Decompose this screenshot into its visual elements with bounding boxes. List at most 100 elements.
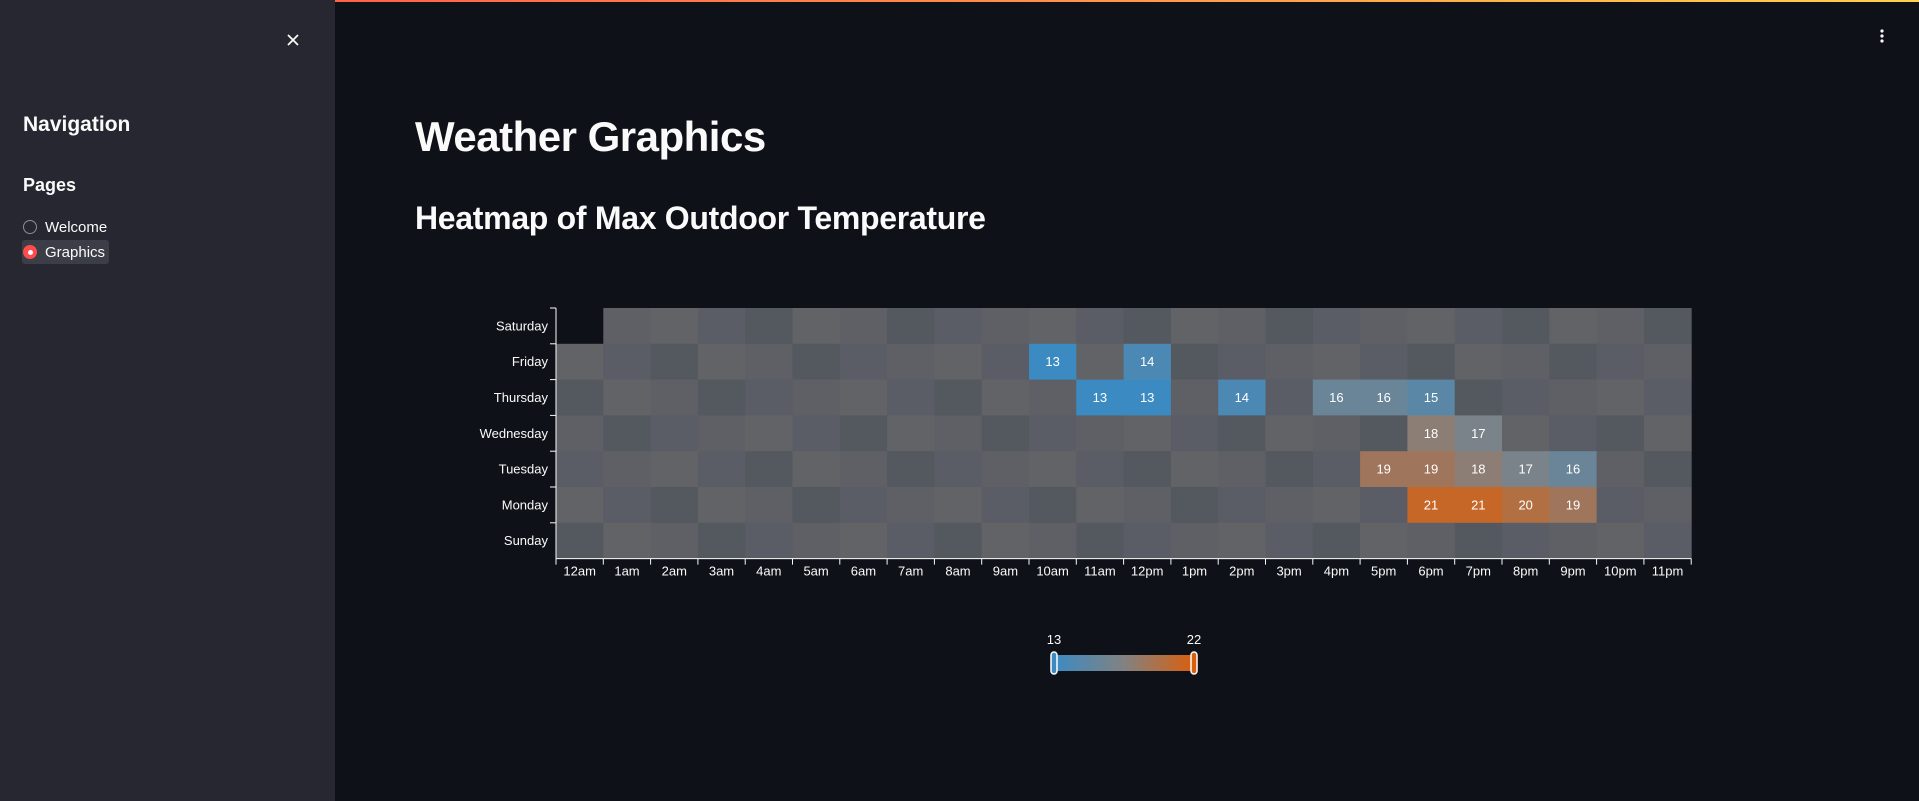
heatmap-cell: [934, 415, 983, 452]
y-tick-label: Thursday: [494, 390, 549, 405]
heatmap-cell: [887, 451, 935, 488]
close-sidebar-button[interactable]: [279, 26, 307, 54]
x-tick-label: 1pm: [1182, 564, 1207, 579]
more-vertical-icon: [1880, 29, 1884, 43]
heatmap-cell: [1502, 451, 1550, 488]
color-legend: 13 22: [1047, 632, 1201, 675]
x-tick-label: 7pm: [1466, 564, 1491, 579]
heatmap-cell: [1029, 379, 1077, 416]
heatmap-cell: [1312, 343, 1361, 381]
heatmap-cell: [1123, 522, 1172, 560]
x-tick-label: 9pm: [1560, 564, 1585, 579]
heatmap-cell: [792, 308, 841, 345]
heatmap-cell: [1407, 487, 1456, 524]
heatmap-cell-label: 19: [1376, 462, 1390, 477]
heatmap-cell: [1076, 379, 1125, 416]
heatmap-cell: [1502, 379, 1550, 416]
heatmap-cell: [556, 522, 604, 560]
pages-label: Pages: [23, 175, 77, 195]
heatmap-cell: [556, 451, 604, 488]
heatmap-cell: [1076, 308, 1125, 345]
heatmap-cell: [1029, 522, 1077, 560]
heatmap-cell: [1265, 415, 1314, 452]
heatmap-cell: [650, 415, 699, 452]
heatmap-cell: [934, 487, 983, 524]
heatmap-cell: [745, 415, 793, 452]
heatmap-cell: [556, 308, 604, 345]
heatmap-cell: [934, 451, 983, 488]
y-tick-label: Wednesday: [480, 426, 549, 441]
heatmap-cell: [887, 343, 935, 381]
x-tick-label: 5am: [803, 564, 828, 579]
heatmap-cell-label: 19: [1424, 462, 1438, 477]
heatmap-cell: [1029, 487, 1077, 524]
heatmap-cell: [934, 308, 983, 345]
heatmap-cell: [1218, 487, 1266, 524]
heatmap-chart: 13 14 13 13 14 16 16 15 18 17 19 19 18 17 16 21 21 20 19 Sa…: [480, 307, 1692, 579]
top-decoration-bar: [0, 0, 1919, 2]
heatmap-cell: [745, 379, 793, 416]
heatmap-cell: [1407, 308, 1456, 345]
heatmap-cell: [887, 487, 935, 524]
heatmap-cell: [1643, 487, 1692, 524]
y-tick-label: Monday: [502, 497, 549, 512]
heatmap-cell: [1643, 522, 1692, 560]
heatmap-cell: [1596, 415, 1645, 452]
radio-option-welcome[interactable]: Welcome: [22, 215, 111, 239]
heatmap-cell: [697, 451, 746, 488]
heatmap-cell: [556, 379, 604, 416]
heatmap-cell: [603, 379, 652, 416]
heatmap-cell: [1549, 415, 1598, 452]
heatmap-cell: [887, 379, 935, 416]
x-tick-label: 4pm: [1324, 564, 1349, 579]
heatmap-cell: [981, 308, 1030, 345]
heatmap-cell: [697, 343, 746, 381]
heatmap-cell: [650, 379, 699, 416]
heatmap-cell: [1549, 522, 1598, 560]
heatmap-cell: [792, 415, 841, 452]
x-tick-label: 12am: [563, 564, 596, 579]
heatmap-cell: [1170, 308, 1219, 345]
heatmap-cell: [1312, 451, 1361, 488]
heatmap-cell: [745, 487, 793, 524]
heatmap-cell: [745, 522, 793, 560]
heatmap-cell-label: 21: [1471, 497, 1485, 512]
heatmap-cell: [1218, 343, 1266, 381]
heatmap-cell: [1407, 379, 1456, 416]
heatmap-cell: [1502, 343, 1550, 381]
heatmap-cell: [839, 379, 888, 416]
heatmap-cell: [650, 487, 699, 524]
main-menu-button[interactable]: [1872, 24, 1892, 48]
heatmap-cell: [1123, 379, 1172, 416]
heatmap-cell: [603, 451, 652, 488]
heatmap-cell: [603, 487, 652, 524]
radio-option-graphics[interactable]: Graphics: [22, 240, 110, 264]
radio-label-graphics: Graphics: [45, 243, 106, 261]
heatmap-cell: [1596, 343, 1645, 381]
heatmap-cell: [650, 308, 699, 345]
heatmap-cell: [1265, 487, 1314, 524]
heatmap-cell: [1407, 415, 1456, 452]
x-tick-label: 8am: [945, 564, 970, 579]
heatmap-cell: [1549, 308, 1598, 345]
heatmap-cell: [556, 343, 604, 381]
heatmap-cell-label: 16: [1329, 390, 1343, 405]
heatmap-cell: [1407, 451, 1456, 488]
heatmap-cell: [1123, 451, 1172, 488]
heatmap-cell-label: 21: [1424, 497, 1438, 512]
heatmap-cell: [1170, 343, 1219, 381]
y-tick-label: Friday: [512, 354, 549, 369]
heatmap-cell: [1312, 379, 1361, 416]
heatmap-cell: [1076, 451, 1125, 488]
heatmap-cell: [1170, 451, 1219, 488]
heatmap-cell: [1218, 451, 1266, 488]
heatmap-cell: [1360, 522, 1408, 560]
heatmap-cell: [1123, 415, 1172, 452]
heatmap-cell: [1549, 451, 1598, 488]
heatmap-cell: [1502, 487, 1550, 524]
heatmap-cell: [981, 522, 1030, 560]
heatmap-cell: [1549, 343, 1598, 381]
x-tick-label: 12pm: [1131, 564, 1164, 579]
heatmap-cell: [1123, 487, 1172, 524]
x-tick-label: 4am: [756, 564, 781, 579]
